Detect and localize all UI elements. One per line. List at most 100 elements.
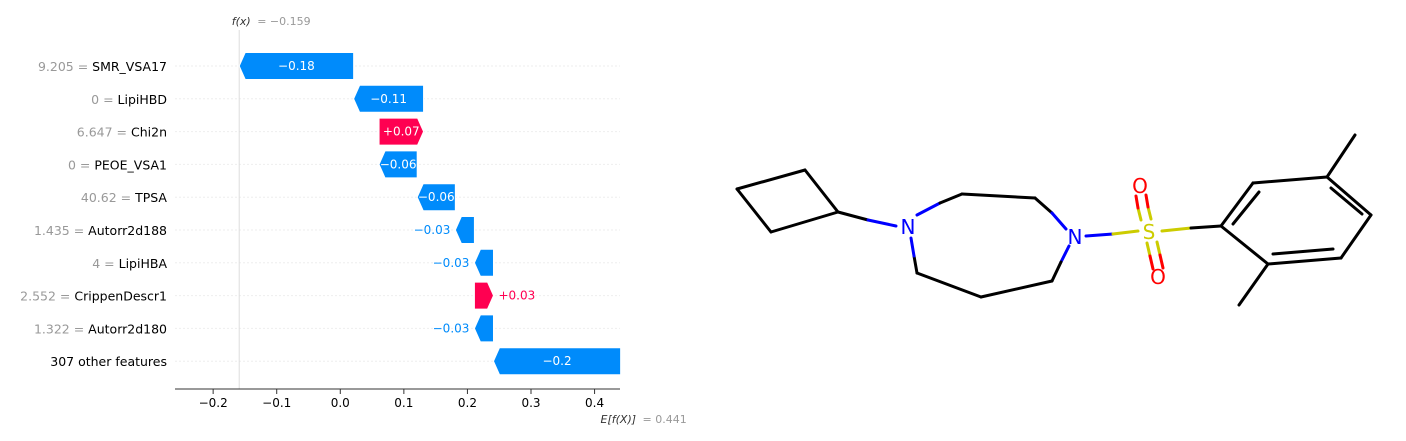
fx-label: f(x) <box>232 15 251 28</box>
x-tick-label: 0.4 <box>585 396 604 410</box>
bar-smr_vsa17 <box>238 52 355 80</box>
bar-value-label: +0.07 <box>383 125 420 139</box>
bond <box>1271 247 1335 256</box>
feature-name: Autorr2d188 <box>88 223 167 238</box>
bars: −0.18 −0.11 +0.07 −0.06 −0.06 −0.03 −0.03 +0.03… <box>238 52 622 376</box>
feature-name: Autorr2d180 <box>88 321 167 336</box>
bar-crippendescr1 <box>473 281 495 310</box>
feature-name: TPSA <box>134 190 167 205</box>
feature-label: 40.62 = TPSA <box>81 190 168 205</box>
bond <box>1189 224 1223 230</box>
bar-value-label: −0.03 <box>433 256 470 270</box>
feature-labels: 9.205 = SMR_VSA17 0 = LipiHBD 6.647 = Chi2… <box>20 59 167 369</box>
bar-value-label: −0.11 <box>370 92 407 106</box>
feature-name: PEOE_VSA1 <box>94 157 167 172</box>
feature-value: 2.552 = <box>20 289 74 304</box>
bond <box>803 168 840 214</box>
bar-value-label: −0.03 <box>414 223 451 237</box>
fx-annotation: f(x) = −0.159 <box>232 15 311 28</box>
bond <box>1158 253 1165 270</box>
bond <box>1050 211 1068 231</box>
bond <box>1219 224 1270 266</box>
fx-value: = −0.159 <box>257 15 310 28</box>
bond <box>1134 194 1140 210</box>
feature-value: 1.322 = <box>34 321 88 336</box>
bar-autorr2d180 <box>473 314 494 343</box>
bond <box>1136 206 1143 222</box>
atom-oxygen-top: O <box>1132 174 1148 198</box>
bond <box>1251 175 1329 185</box>
bar-chi2n <box>378 117 425 146</box>
bond <box>1155 240 1162 257</box>
bond <box>1050 260 1063 283</box>
feature-label: 1.322 = Autorr2d180 <box>34 321 167 336</box>
bond <box>1148 254 1155 271</box>
ex-label: E[f(X)] <box>601 413 637 426</box>
atom-sulfur: S <box>1143 220 1156 244</box>
feature-name: CrippenDescr1 <box>74 289 167 304</box>
x-axis: −0.2 −0.1 0.0 0.1 0.2 0.3 0.4 <box>175 388 620 410</box>
bond <box>836 210 870 222</box>
x-tick-label: −0.1 <box>262 396 291 410</box>
feature-name: 307 other features <box>50 354 167 369</box>
bond <box>735 168 807 191</box>
bond <box>866 218 898 228</box>
bond <box>1325 133 1357 179</box>
bond <box>1111 229 1140 236</box>
bar-307-other-features <box>492 347 622 376</box>
x-tick-label: 0.0 <box>331 396 350 410</box>
bond <box>915 271 983 299</box>
atom-oxygen-bottom: O <box>1150 265 1166 289</box>
bond <box>915 201 942 217</box>
bar-value-label: −0.06 <box>380 157 417 171</box>
atom-nitrogen-2: N <box>1068 225 1083 249</box>
feature-name: LipiHBD <box>118 92 167 107</box>
x-tick-label: 0.1 <box>394 396 413 410</box>
feature-name: SMR_VSA17 <box>92 59 167 74</box>
bond <box>938 192 964 205</box>
bond <box>1033 196 1054 215</box>
bar-tpsa <box>416 183 456 212</box>
bond <box>769 210 840 234</box>
feature-value: 1.435 = <box>34 223 88 238</box>
bar-lipihbd <box>353 84 425 113</box>
bond <box>1237 262 1270 307</box>
feature-value: 6.647 = <box>77 125 131 140</box>
feature-value: 4 = <box>92 256 118 271</box>
shap-waterfall-chart: −0.18 −0.11 +0.07 −0.06 −0.06 −0.03 −0.03 +0.03… <box>20 15 687 426</box>
bond <box>1084 232 1115 238</box>
bond <box>1231 190 1261 226</box>
bond <box>1146 205 1153 221</box>
bond <box>1325 175 1373 217</box>
bond <box>979 279 1054 299</box>
bond <box>735 187 773 234</box>
feature-label: 0 = PEOE_VSA1 <box>68 157 167 172</box>
bar-value-label: −0.2 <box>542 354 571 368</box>
feature-label: 4 = LipiHBA <box>92 256 167 271</box>
bond <box>1160 226 1193 233</box>
x-tick-label: 0.2 <box>458 396 477 410</box>
bar-autorr2d188 <box>454 216 475 244</box>
bond <box>1144 193 1150 209</box>
feature-name: LipiHBA <box>119 256 168 271</box>
feature-label: 307 other features <box>50 354 167 369</box>
bond <box>909 236 916 258</box>
bond <box>1329 186 1364 216</box>
bar-lipihba <box>473 248 494 277</box>
bond <box>1145 241 1152 258</box>
bar-value-label: −0.06 <box>418 190 455 204</box>
feature-label: 0 = LipiHBD <box>91 92 167 107</box>
feature-value: 40.62 = <box>81 190 135 205</box>
atom-nitrogen-1: N <box>901 215 916 239</box>
feature-label: 9.205 = SMR_VSA17 <box>38 59 167 74</box>
x-tick-label: −0.2 <box>199 396 228 410</box>
feature-value: 9.205 = <box>38 59 92 74</box>
bond <box>1219 181 1255 228</box>
bar-value-label: −0.18 <box>278 59 315 73</box>
bar-value-label: +0.03 <box>498 289 535 303</box>
molecule-structure: N N S O O <box>735 133 1373 307</box>
feature-label: 6.647 = Chi2n <box>77 125 167 140</box>
ex-annotation: E[f(X)] = 0.441 <box>601 413 687 426</box>
bond <box>960 192 1037 200</box>
x-tick-label: 0.3 <box>521 396 540 410</box>
